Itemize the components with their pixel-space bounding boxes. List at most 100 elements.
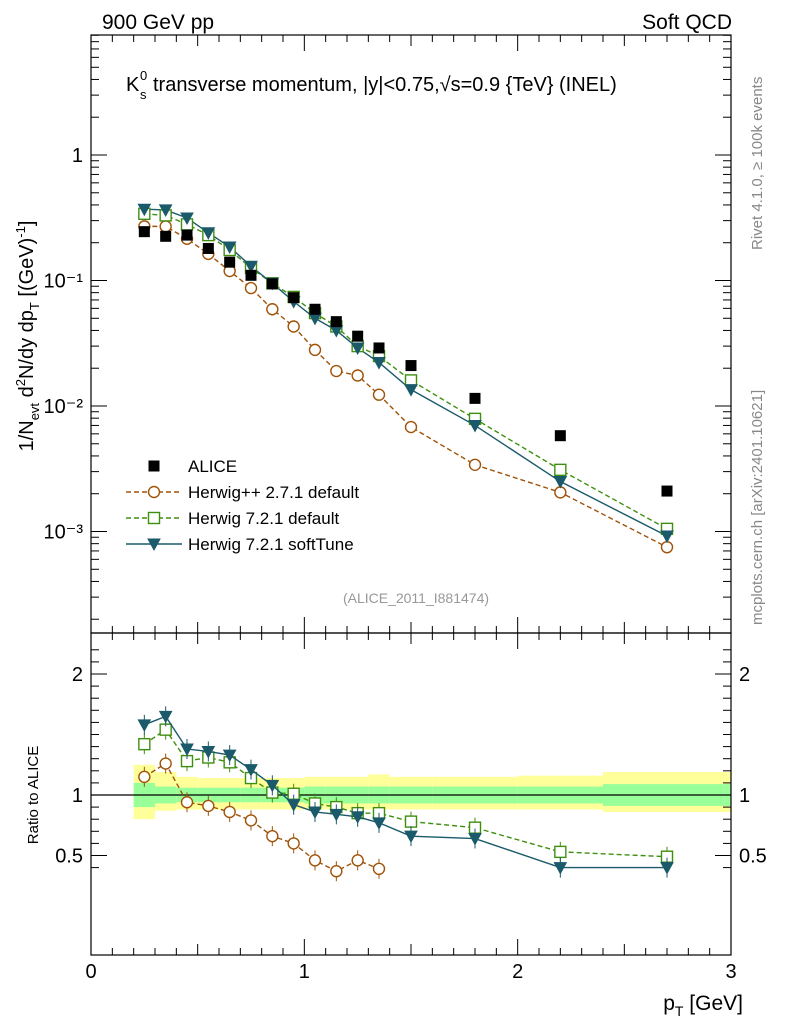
series-2-point [180,212,194,226]
series-2-point [350,342,365,356]
mcplots-label: mcplots.cern.ch [arXiv:2401.10621] [749,390,766,625]
legend-marker [147,538,161,552]
series-2-point [158,204,173,217]
alice-data-point [309,303,321,315]
main-x-ticks [90,35,732,633]
ratio-curves [137,706,674,882]
series-0-point [351,369,364,382]
ratio-series-2-point [265,779,280,793]
title-rest: transverse momentum, |y|<0.75,√s=0.9 {Te… [153,74,617,96]
main-plot: 1 10⁻¹ 10⁻² 10⁻³ K 0 s transverse momentum,… [13,34,732,634]
title-k-super: 0 [140,68,147,83]
series-0-point [330,364,343,378]
legend: ALICE Herwig++ 2.7.1 default Herwig 7.2.1 … [126,457,359,554]
ratio-series-2-point [158,710,173,724]
ratio-series-2-point [372,817,386,830]
ratio-y-label: Ratio to ALICE [25,746,42,844]
ratio-tick-label: 1 [72,785,83,807]
series-0-point [468,458,482,471]
plot-title: K 0 s transverse momentum, |y|<0.75,√s=0… [126,68,617,102]
ratio-series-1-point [138,737,151,751]
x-tick-label: 0 [85,961,96,983]
ratio-line-1 [143,728,668,858]
alice-data-point [554,430,566,442]
series-1-point [554,463,567,477]
title-k: K [126,74,140,96]
ratio-y-ticks: 2 2 1 1 0.5 0.5 [55,649,767,869]
legend-label: Herwig++ 2.7.1 default [188,483,359,502]
ratio-tick-label: 0.5 [55,846,83,868]
rivet-label: Rivet 4.1.0, ≥ 100k events [749,77,766,250]
title-k-sub: s [140,87,147,102]
ratio-line-2 [144,715,667,869]
alice-data-point [245,269,257,281]
series-0-point [372,388,386,401]
series-0-point [159,220,172,233]
header-right: Soft QCD [642,11,732,34]
ratio-series-2-point [137,719,152,732]
ratio-series-1-point [554,845,567,859]
alice-data-point [181,229,193,241]
ratio-series-0-point [202,799,215,813]
ratio-series-2-point [244,764,258,777]
y-axis-label-text: 1/Nevt d2N/dy dpT [(GeV)-1] [13,221,42,452]
legend-label: ALICE [188,457,237,476]
series-0-point [287,320,300,333]
alice-data-point [405,360,417,372]
ratio-series-2-point [329,808,344,822]
legend-label: Herwig 7.2.1 softTune [188,535,354,554]
main-y-ticks: 1 10⁻¹ 10⁻² 10⁻³ [44,34,731,620]
alice-data-point [202,242,214,254]
alice-data-point [352,330,364,342]
ratio-series-2-point [660,862,674,875]
alice-data-point [160,230,172,242]
ratio-series-0-point [159,757,172,770]
ratio-series-2-point [350,811,365,824]
uncertainty-bands [133,764,731,820]
upper-data-points [138,226,673,497]
legend-label: Herwig 7.2.1 default [188,509,339,528]
x-tick-label: 3 [725,961,736,983]
series-2-point [468,419,482,433]
ratio-series-1-point [404,815,418,828]
ratio-series-0-point [223,805,236,819]
ratio-series-2-point [180,743,194,757]
ratio-series-0-point [372,862,386,876]
ratio-tick-label-right: 2 [739,664,750,686]
ratio-series-2-point [201,745,216,759]
series-line-0 [144,225,668,548]
ratio-series-2-point [222,749,237,763]
analysis-id: (ALICE_2011_I881474) [343,590,489,606]
alice-data-point [330,316,342,328]
x-tick-label: 1 [299,961,310,983]
ratio-series-0-point [266,829,279,843]
ratio-series-2-point [308,806,322,819]
ratio-series-0-point [244,814,258,827]
series-2-point [372,357,386,370]
series-0-point [244,281,258,295]
ratio-plot: 2 2 1 1 0.5 0.5 0 1 2 3 Ratio to ALICE pT [GeV] [25,632,767,1019]
ratio-series-0-point [180,796,194,809]
series-2-point [201,227,216,240]
alice-data-point [288,292,300,304]
alice-data-point [373,342,385,354]
legend-marker [147,485,161,499]
series-0-point [266,303,279,316]
ratio-series-0-point [330,865,343,878]
series-0-point [404,420,418,434]
y-tick-label: 10⁻³ [44,522,84,544]
legend-marker [148,460,160,472]
ratio-series-2-point [404,830,418,844]
alice-data-point [469,392,481,404]
series-2-point [660,530,674,544]
ratio-tick-label: 2 [72,664,83,686]
series-line-1 [144,213,668,530]
series-2-point [222,241,237,255]
ratio-tick-label-right: 0.5 [739,846,767,868]
x-axis-label: pT [GeV] [663,992,743,1019]
header-left: 900 GeV pp [102,11,214,34]
alice-data-point [224,256,236,268]
y-tick-label: 10⁻¹ [44,271,84,293]
x-tick-label: 2 [512,961,523,983]
